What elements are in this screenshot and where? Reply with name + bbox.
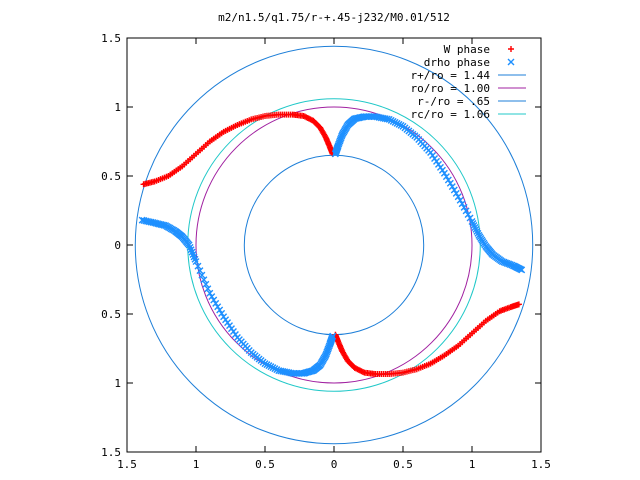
drho-phase-point bbox=[464, 210, 472, 218]
drho-phase-point bbox=[452, 189, 460, 197]
legend-label: W phase bbox=[444, 43, 490, 56]
drho-phase-point bbox=[448, 183, 456, 191]
x-tick-label: 0 bbox=[331, 458, 338, 471]
drho-phase-point bbox=[460, 203, 468, 211]
axis-ticks: 1.5 1 0.5 0 0.5 1 1.51.510.500.511.5 bbox=[101, 32, 551, 471]
circle-series bbox=[243, 154, 425, 336]
circle-series bbox=[187, 98, 481, 392]
y-tick-label: 1 bbox=[114, 101, 121, 114]
circle-series bbox=[195, 106, 473, 384]
legend-label: drho phase bbox=[424, 56, 490, 69]
drho-phase-point bbox=[446, 179, 454, 187]
drho-phase-point bbox=[518, 266, 526, 274]
legend-label: ro/ro = 1.00 bbox=[411, 82, 490, 95]
y-tick-label: 0.5 bbox=[101, 170, 121, 183]
drho-phase-point bbox=[218, 309, 226, 317]
x-tick-label: 1.5 bbox=[117, 458, 137, 471]
y-tick-label: 0 bbox=[114, 239, 121, 252]
drho-phase-point bbox=[220, 313, 228, 321]
legend-label: r-/ro = .65 bbox=[417, 95, 490, 108]
drho-phase-point bbox=[450, 186, 458, 194]
circle-series bbox=[134, 45, 534, 445]
drho-phase-point bbox=[138, 216, 146, 224]
drho-phase-point bbox=[200, 276, 208, 284]
x-tick-label: 0.5 bbox=[255, 458, 275, 471]
drho-phase-point bbox=[212, 299, 220, 307]
y-tick-label: 0.5 bbox=[101, 308, 121, 321]
drho-phase-point bbox=[454, 193, 462, 201]
x-tick-label: 1 bbox=[193, 458, 200, 471]
drho-phase-point bbox=[198, 271, 206, 279]
drho-phase-point bbox=[204, 285, 212, 293]
x-tick-label: 0.5 bbox=[393, 458, 413, 471]
drho-phase-point bbox=[466, 214, 474, 222]
drho-phase-point bbox=[383, 115, 391, 123]
legend-label: rc/ro = 1.06 bbox=[411, 108, 490, 121]
y-tick-label: 1.5 bbox=[101, 446, 121, 459]
legend-marker bbox=[507, 58, 515, 66]
drho-phase-point bbox=[194, 262, 202, 270]
y-tick-label: 1.5 bbox=[101, 32, 121, 45]
y-tick-label: 1 bbox=[114, 377, 121, 390]
x-tick-label: 1 bbox=[469, 458, 476, 471]
drho-phase-point bbox=[440, 169, 448, 177]
data-points bbox=[138, 111, 526, 378]
drho-phase-point bbox=[456, 196, 464, 204]
drho-phase-point bbox=[214, 303, 222, 311]
legend-label: r+/ro = 1.44 bbox=[411, 69, 491, 82]
chart-title: m2/n1.5/q1.75/r-+.45-j232/M0.01/512 bbox=[218, 11, 450, 24]
legend-marker bbox=[508, 46, 514, 52]
drho-phase-point bbox=[442, 173, 450, 181]
drho-phase-point bbox=[196, 267, 204, 275]
drho-phase-point bbox=[208, 293, 216, 301]
drho-phase-point bbox=[216, 306, 224, 314]
drho-phase-point bbox=[210, 296, 218, 304]
drho-phase-point bbox=[277, 367, 285, 375]
drho-phase-point bbox=[462, 207, 470, 215]
drho-phase-point bbox=[444, 176, 452, 184]
x-tick-label: 1.5 bbox=[531, 458, 551, 471]
drho-phase-point bbox=[458, 200, 466, 208]
drho-phase-point bbox=[206, 289, 214, 297]
drho-phase-point bbox=[140, 217, 148, 225]
drho-phase-point bbox=[202, 280, 210, 288]
